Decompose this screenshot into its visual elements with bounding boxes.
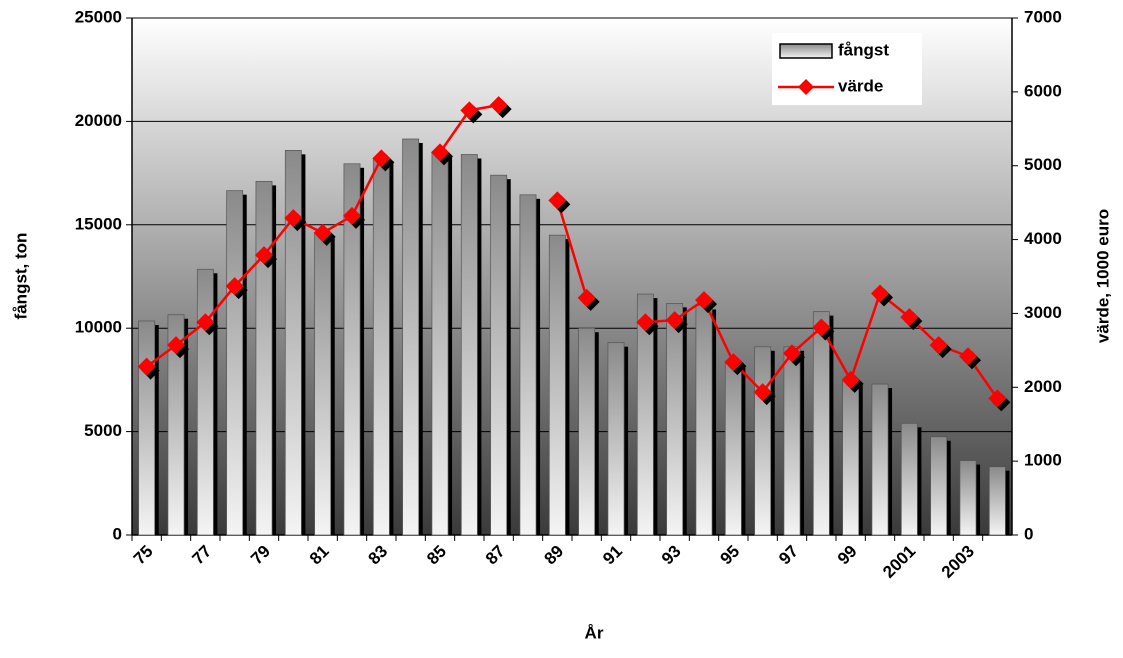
y-tick-label: 25000 bbox=[75, 7, 122, 26]
marker bbox=[900, 308, 919, 327]
x-tick-label: 2003 bbox=[938, 542, 978, 582]
bar bbox=[724, 360, 742, 536]
y-tick-label: 5000 bbox=[84, 421, 122, 440]
marker bbox=[489, 96, 508, 115]
marker bbox=[577, 288, 596, 307]
bar bbox=[930, 436, 948, 536]
bar bbox=[490, 174, 508, 536]
bar bbox=[372, 158, 390, 536]
marker bbox=[812, 318, 831, 337]
y2-tick-label: 4000 bbox=[1024, 229, 1062, 248]
bar bbox=[255, 181, 273, 536]
bar bbox=[402, 138, 420, 536]
bar bbox=[578, 327, 596, 536]
legend-label: värde bbox=[838, 76, 883, 95]
x-tick-label: 87 bbox=[482, 542, 509, 569]
x-tick-label: 81 bbox=[306, 542, 333, 569]
marker bbox=[137, 357, 156, 376]
bar bbox=[167, 314, 185, 536]
bar bbox=[607, 342, 625, 536]
bar bbox=[871, 383, 889, 536]
marker bbox=[665, 311, 684, 330]
marker bbox=[372, 149, 391, 168]
bar bbox=[226, 190, 244, 536]
x-tick-label: 2001 bbox=[879, 542, 919, 582]
bar bbox=[695, 305, 713, 536]
marker bbox=[783, 344, 801, 363]
y-tick-label: 20000 bbox=[75, 111, 122, 130]
marker bbox=[343, 206, 361, 225]
x-tick-label: 85 bbox=[423, 542, 450, 569]
y2-tick-label: 0 bbox=[1024, 524, 1033, 543]
bar bbox=[812, 311, 830, 536]
marker bbox=[196, 313, 215, 332]
y-tick-label: 0 bbox=[113, 524, 122, 543]
bar bbox=[343, 163, 361, 536]
bar bbox=[900, 422, 918, 536]
marker bbox=[460, 101, 479, 120]
y2-tick-label: 6000 bbox=[1024, 81, 1062, 100]
marker bbox=[636, 313, 655, 332]
bar bbox=[988, 466, 1006, 536]
marker bbox=[225, 277, 244, 296]
bar bbox=[548, 234, 566, 536]
marker bbox=[255, 246, 273, 265]
y-tick-label: 15000 bbox=[75, 214, 122, 233]
x-tick-label: 95 bbox=[717, 542, 744, 569]
marker bbox=[753, 383, 772, 402]
x-tick-label: 99 bbox=[834, 542, 861, 569]
marker bbox=[988, 389, 1007, 408]
legend-marker bbox=[798, 79, 814, 95]
marker bbox=[724, 353, 743, 372]
legend-swatch bbox=[779, 43, 833, 59]
x-axis-label: År bbox=[585, 623, 604, 642]
y2-tick-label: 3000 bbox=[1024, 303, 1062, 322]
y2-tick-label: 2000 bbox=[1024, 377, 1062, 396]
x-tick-label: 77 bbox=[189, 542, 216, 569]
marker bbox=[313, 223, 332, 242]
marker bbox=[929, 336, 948, 355]
marker bbox=[284, 209, 303, 228]
bar bbox=[196, 268, 214, 536]
bar bbox=[138, 320, 156, 536]
x-tick-label: 91 bbox=[599, 542, 626, 569]
x-tick-label: 89 bbox=[541, 542, 568, 569]
x-tick-label: 83 bbox=[365, 542, 392, 569]
y2-axis-label: värde, 1000 euro bbox=[1093, 209, 1112, 343]
y-axis-label: fångst, ton bbox=[11, 233, 30, 320]
bar bbox=[636, 293, 654, 536]
bar bbox=[959, 460, 977, 536]
marker bbox=[695, 291, 713, 310]
x-tick-label: 75 bbox=[130, 542, 157, 569]
bar bbox=[842, 379, 860, 536]
x-tick-label: 79 bbox=[247, 542, 274, 569]
bar bbox=[314, 232, 332, 536]
marker bbox=[959, 347, 977, 366]
y2-tick-label: 7000 bbox=[1024, 7, 1062, 26]
bar bbox=[666, 303, 684, 536]
y2-tick-label: 5000 bbox=[1024, 155, 1062, 174]
bar bbox=[783, 346, 801, 536]
bar bbox=[754, 346, 772, 536]
marker bbox=[841, 370, 860, 389]
y-tick-label: 10000 bbox=[75, 318, 122, 337]
marker bbox=[548, 191, 567, 210]
bar bbox=[431, 152, 449, 536]
marker bbox=[871, 284, 889, 303]
x-tick-label: 97 bbox=[775, 542, 802, 569]
bar bbox=[460, 154, 478, 536]
x-tick-label: 93 bbox=[658, 542, 685, 569]
marker bbox=[431, 143, 449, 162]
marker bbox=[167, 336, 185, 355]
legend-label: fångst bbox=[838, 40, 889, 59]
y2-tick-label: 1000 bbox=[1024, 451, 1062, 470]
bar bbox=[519, 194, 537, 536]
bar bbox=[284, 150, 302, 536]
